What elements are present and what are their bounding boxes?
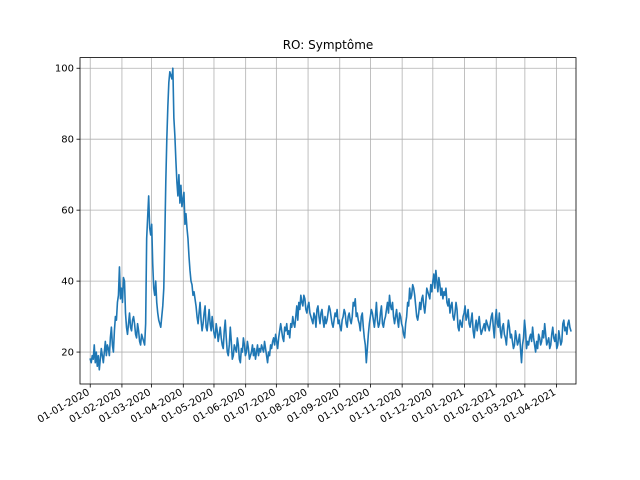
y-axis: 20 40 60 80 100 <box>55 64 80 359</box>
y-tick-label: 60 <box>61 206 74 217</box>
series-line-0 <box>89 67 572 371</box>
y-tick-label: 80 <box>61 135 74 146</box>
chart-title: RO: Symptôme <box>283 38 374 52</box>
plot-frame <box>79 57 577 385</box>
y-tick-label: 40 <box>61 277 74 288</box>
y-tick-label: 100 <box>55 64 74 75</box>
y-tick-label: 20 <box>61 348 74 359</box>
series-layer <box>89 67 572 371</box>
